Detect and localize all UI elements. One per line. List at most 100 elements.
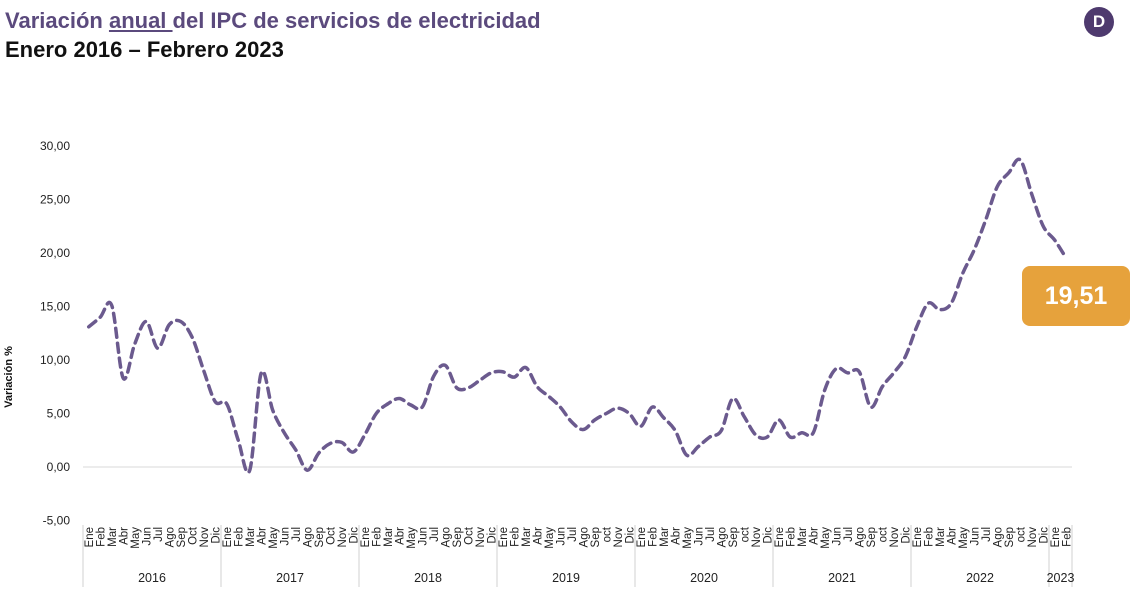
month-tick-label: oct <box>1015 526 1027 542</box>
month-tick-label: Jul <box>153 527 165 542</box>
month-tick-label: Ago <box>854 527 866 547</box>
y-tick-label: 20,00 <box>40 246 70 260</box>
y-tick-label: 10,00 <box>40 353 70 367</box>
month-tick-label: Jun <box>693 527 705 546</box>
month-tick-label: Dic <box>900 527 912 544</box>
month-tick-label: Ene <box>774 527 786 547</box>
month-tick-label: Ene <box>912 527 924 547</box>
month-tick-label: Feb <box>509 527 521 547</box>
month-tick-label: Oct <box>187 526 199 545</box>
last-value-callout: 19,51 <box>1022 266 1130 326</box>
month-tick-label: Jun <box>969 527 981 546</box>
month-tick-label: Ago <box>164 527 176 547</box>
month-tick-label: Dic <box>210 527 222 544</box>
month-tick-label: Mar <box>245 527 257 547</box>
title-underlined-word: anual <box>108 8 173 33</box>
month-tick-label: Ago <box>992 527 1004 547</box>
month-tick-label: Feb <box>647 527 659 547</box>
y-tick-label: 30,00 <box>40 139 70 153</box>
month-tick-label: Ago <box>578 527 590 547</box>
month-tick-label: Feb <box>233 527 245 547</box>
month-tick-label: May <box>130 527 142 549</box>
month-tick-label: Abr <box>256 527 268 545</box>
series-line <box>87 157 1068 475</box>
month-tick-label: Jul <box>981 527 993 542</box>
y-tick-label: 15,00 <box>40 300 70 314</box>
month-tick-label: Ago <box>302 527 314 547</box>
month-tick-label: Jul <box>843 527 855 542</box>
month-tick-label: Ene <box>360 527 372 547</box>
month-tick-label: Abr <box>808 527 820 545</box>
month-tick-label: Sep <box>1004 527 1016 547</box>
month-tick-label: Jul <box>429 527 441 542</box>
month-tick-label: Ago <box>716 527 728 547</box>
month-tick-label: Mar <box>383 527 395 547</box>
month-tick-label: Feb <box>1061 527 1073 547</box>
year-label: 2020 <box>690 571 718 585</box>
month-tick-label: Abr <box>946 527 958 545</box>
month-tick-label: Dic <box>762 527 774 544</box>
title-part: Variación <box>5 8 109 33</box>
month-tick-label: Mar <box>521 527 533 547</box>
month-tick-label: Dic <box>1038 527 1050 544</box>
month-tick-label: Jun <box>555 527 567 546</box>
month-tick-label: May <box>268 527 280 549</box>
month-tick-label: Mar <box>659 527 671 547</box>
last-value-label: 19,51 <box>1044 281 1108 310</box>
month-tick-label: Feb <box>923 527 935 547</box>
month-tick-label: Jun <box>141 527 153 546</box>
month-tick-label: Nov <box>475 527 487 548</box>
month-tick-label: Mar <box>797 527 809 547</box>
month-tick-label: Dic <box>348 527 360 544</box>
month-tick-label: May <box>820 527 832 549</box>
month-tick-label: Abr <box>532 527 544 545</box>
month-tick-label: Oct <box>325 526 337 545</box>
month-tick-label: Jul <box>567 527 579 542</box>
month-tick-label: Jun <box>831 527 843 546</box>
title-part: del IPC de servicios de electricidad <box>172 8 541 33</box>
month-tick-label: Nov <box>337 527 349 548</box>
month-tick-label: Dic <box>624 527 636 544</box>
month-tick-label: Abr <box>394 527 406 545</box>
month-tick-label: Sep <box>176 527 188 547</box>
month-tick-label: Sep <box>590 527 602 547</box>
year-label: 2021 <box>828 571 856 585</box>
month-tick-label: Feb <box>371 527 383 547</box>
chart-subtitle: Enero 2016 – Febrero 2023 <box>5 37 284 62</box>
month-tick-label: Abr <box>118 527 130 545</box>
year-label: 2023 <box>1047 571 1075 585</box>
month-tick-label: Nov <box>889 527 901 548</box>
month-tick-label: Jul <box>705 527 717 542</box>
month-tick-label: Nov <box>1027 527 1039 548</box>
year-label: 2022 <box>966 571 994 585</box>
logo-letter: D <box>1092 12 1106 31</box>
month-tick-label: Feb <box>95 527 107 547</box>
month-tick-label: Ene <box>636 527 648 547</box>
month-tick-label: Mar <box>935 527 947 547</box>
month-tick-label: Mar <box>107 527 119 547</box>
y-tick-label: 5,00 <box>47 407 71 421</box>
month-tick-label: Abr <box>670 527 682 545</box>
month-tick-label: Jun <box>279 527 291 546</box>
month-tick-label: Ago <box>440 527 452 547</box>
month-tick-label: May <box>406 527 418 549</box>
month-tick-label: Nov <box>199 527 211 548</box>
year-label: 2016 <box>138 571 166 585</box>
year-label: 2019 <box>552 571 580 585</box>
month-tick-label: oct <box>739 526 751 542</box>
month-tick-label: Jun <box>417 527 429 546</box>
month-tick-label: oct <box>601 526 613 542</box>
year-label: 2017 <box>276 571 304 585</box>
month-tick-label: Sep <box>728 527 740 547</box>
month-tick-label: Jul <box>291 527 303 542</box>
brand-logo-icon: D <box>1084 7 1114 37</box>
month-tick-label: Sep <box>866 527 878 547</box>
month-tick-label: Ene <box>84 527 96 547</box>
month-tick-label: Sep <box>452 527 464 547</box>
month-tick-label: Nov <box>751 527 763 548</box>
y-tick-label: 0,00 <box>47 460 71 474</box>
month-tick-label: Ene <box>222 527 234 547</box>
y-axis-label: Variación % <box>3 346 15 408</box>
y-tick-label: 25,00 <box>40 193 70 207</box>
